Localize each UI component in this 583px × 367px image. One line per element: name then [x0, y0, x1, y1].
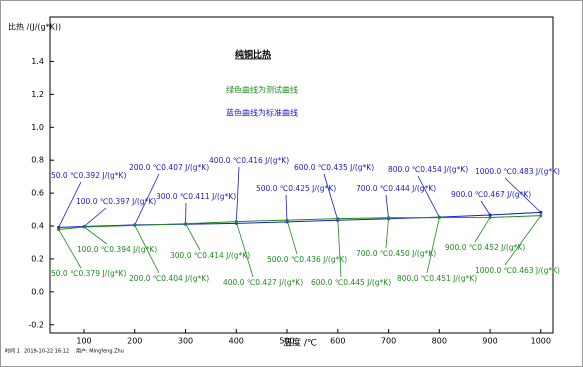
data-label: 300.0 ℃0.411 J/(g*K)	[156, 192, 236, 201]
y-axis-label: 比热 /(J/(g*K))	[8, 22, 61, 32]
leader-line	[58, 181, 82, 228]
data-point	[184, 222, 188, 226]
annotation: 绿色曲线为测试曲线	[226, 85, 298, 95]
data-label: 50.0 ℃0.392 J/(g*K)	[51, 171, 126, 180]
data-label: 1000.0 ℃0.463 J/(g*K)	[475, 266, 560, 275]
leader-line	[235, 221, 254, 278]
data-point	[488, 213, 492, 217]
plot-frame	[49, 16, 554, 334]
chart-title: 纯铜比热	[235, 49, 271, 61]
leader-line	[504, 215, 542, 266]
leader-line	[474, 217, 491, 243]
leader-line	[385, 194, 389, 219]
x-tick-label: 100	[76, 337, 91, 346]
data-label: 900.0 ℃0.452 J/(g*K)	[445, 243, 525, 252]
x-tick-label: 600	[330, 337, 345, 346]
data-label: 700.0 ℃0.444 J/(g*K)	[356, 184, 436, 193]
data-label: 700.0 ℃0.450 J/(g*K)	[356, 249, 436, 258]
leader-line	[285, 194, 288, 222]
leader-line	[480, 200, 491, 216]
leader-line	[337, 218, 342, 278]
data-point	[234, 220, 238, 224]
data-label: 400.0 ℃0.416 J/(g*K)	[209, 156, 289, 165]
leader-line	[83, 207, 107, 227]
leader-line	[185, 223, 201, 251]
data-point	[57, 227, 61, 231]
leader-line	[134, 225, 160, 274]
data-label: 600.0 ℃0.445 J/(g*K)	[311, 278, 391, 287]
data-label: 1000.0 ℃0.483 J/(g*K)	[475, 167, 560, 176]
footer-field: 时间 1	[5, 348, 20, 355]
data-label: 500.0 ℃0.436 J/(g*K)	[267, 255, 347, 264]
leader-line	[286, 219, 298, 255]
leader-line	[417, 175, 440, 218]
footer-field: 用户: Mingfeng.Zhu	[76, 348, 124, 355]
x-tick-label: 200	[127, 337, 142, 346]
data-point	[488, 215, 492, 219]
annotation: 蓝色曲线为标准曲线	[226, 108, 298, 118]
y-tick-label: 0.2	[31, 254, 44, 263]
leader-line	[385, 217, 389, 249]
x-tick-label: 1000	[531, 337, 551, 346]
x-axis-label: 温度 /℃	[283, 337, 317, 349]
y-tick-label: 0.6	[31, 189, 44, 198]
leader-line	[504, 177, 542, 213]
data-label: 800.0 ℃0.454 J/(g*K)	[388, 165, 468, 174]
data-label: 100.0 ℃0.394 J/(g*K)	[77, 245, 157, 254]
data-point	[539, 210, 543, 214]
data-label: 50.0 ℃0.379 J/(g*K)	[51, 269, 126, 278]
leader-line	[323, 173, 339, 221]
data-point	[539, 214, 543, 218]
data-point	[387, 216, 391, 220]
leader-line	[134, 173, 160, 226]
data-label: 800.0 ℃0.451 J/(g*K)	[397, 274, 477, 283]
data-point	[57, 225, 61, 229]
data-label: 300.0 ℃0.414 J/(g*K)	[170, 251, 250, 260]
leader-line	[58, 229, 82, 269]
footer-field: 2019-10-22 16:12	[24, 349, 69, 355]
y-tick-label: 0.0	[31, 287, 44, 296]
y-tick-label: -0.2	[28, 320, 44, 329]
y-tick-label: 1.4	[31, 57, 44, 66]
data-point	[437, 216, 441, 220]
y-tick-label: 1.2	[31, 90, 44, 99]
data-label: 900.0 ℃0.467 J/(g*K)	[451, 190, 531, 199]
data-label: 500.0 ℃0.425 J/(g*K)	[256, 184, 336, 193]
x-tick-label: 500	[279, 337, 294, 346]
x-tick-label: 800	[432, 337, 447, 346]
x-tick-label: 400	[229, 337, 244, 346]
data-label: 200.0 ℃0.407 J/(g*K)	[129, 163, 209, 172]
data-point	[336, 217, 340, 221]
y-tick-label: 0.8	[31, 156, 44, 165]
y-tick-label: 0.4	[31, 222, 44, 231]
data-label: 200.0 ℃0.404 J/(g*K)	[129, 274, 209, 283]
leader-line	[426, 217, 440, 274]
data-label: 400.0 ℃0.427 J/(g*K)	[223, 278, 303, 287]
data-label: 100.0 ℃0.397 J/(g*K)	[76, 197, 156, 206]
data-point	[285, 218, 289, 222]
y-tick-label: 1.0	[31, 123, 44, 132]
data-point	[82, 225, 86, 229]
x-tick-label: 900	[482, 337, 497, 346]
data-point	[133, 223, 137, 227]
leader-line	[235, 166, 240, 224]
x-tick-label: 300	[178, 337, 193, 346]
data-label: 600.0 ℃0.435 J/(g*K)	[294, 163, 374, 172]
x-tick-label: 700	[381, 337, 396, 346]
leader-line	[83, 226, 108, 245]
